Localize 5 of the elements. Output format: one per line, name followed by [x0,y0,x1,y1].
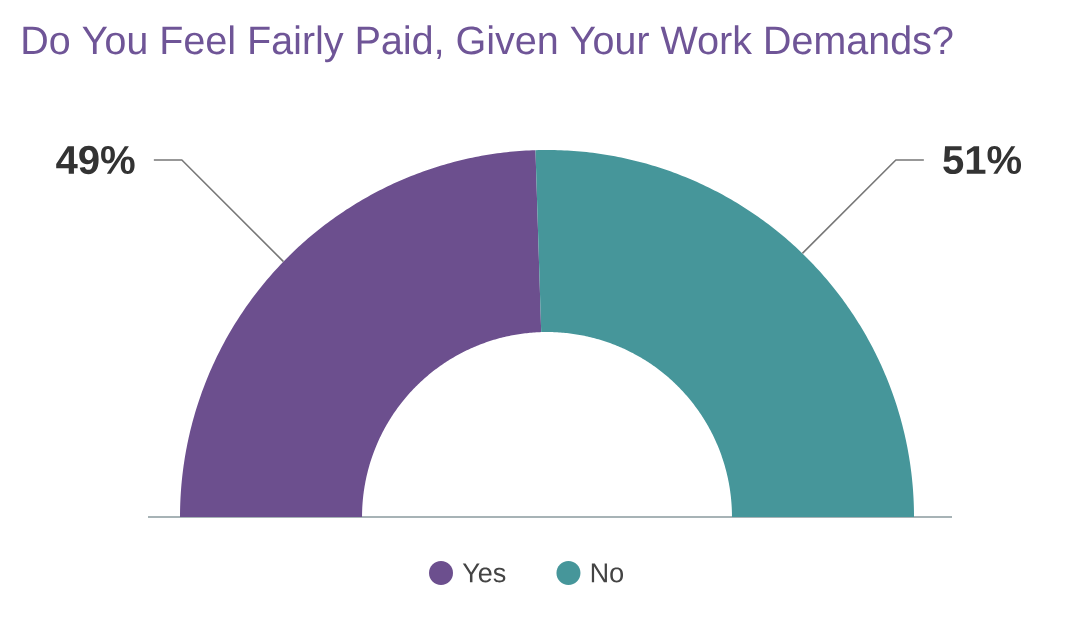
legend-label: No [591,563,624,583]
chart-title: Do You Feel Fairly Paid, Given Your Work Demands? [23,25,953,63]
legend-label: Yes [462,563,506,583]
data-label: 49% [56,145,135,175]
data-label: 51% [943,145,1022,175]
